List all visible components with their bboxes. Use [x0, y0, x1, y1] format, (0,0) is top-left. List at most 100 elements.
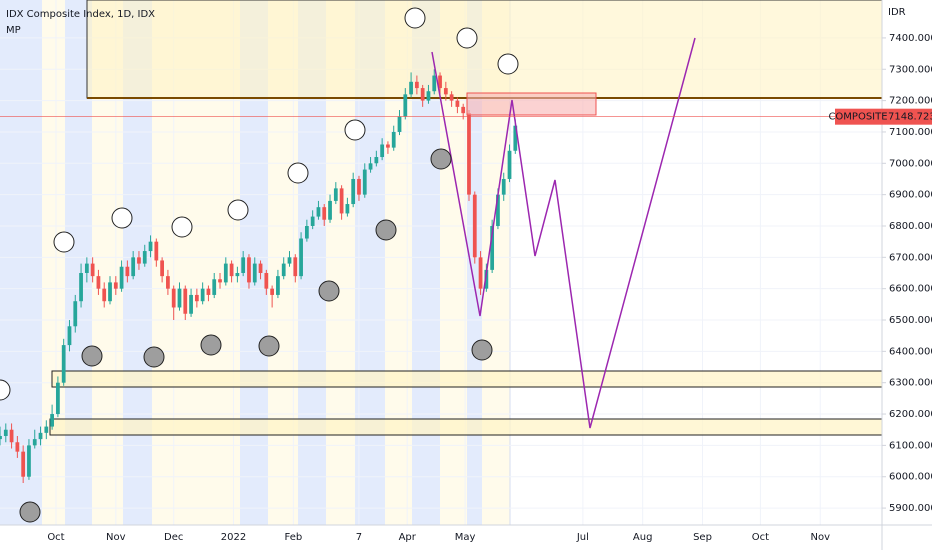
candle-body: [252, 263, 257, 283]
candle-body: [32, 439, 37, 446]
x-tick-label: Nov: [106, 532, 126, 543]
y-tick-label: 6200.0000: [889, 409, 932, 420]
y-tick-label: 6600.0000: [889, 284, 932, 295]
y-tick-label: 5900.0000: [889, 503, 932, 514]
marker: [53, 231, 75, 253]
candle-body: [0, 435, 2, 440]
candle-body: [443, 88, 448, 95]
zone-box: [49, 418, 883, 436]
candle-body: [142, 251, 147, 264]
candle-body: [200, 288, 205, 302]
marker: [471, 339, 493, 361]
candle-body: [235, 273, 240, 277]
candle-body: [397, 116, 402, 132]
candle-body: [351, 178, 356, 205]
candle-body: [270, 288, 275, 295]
candle-body: [229, 263, 234, 277]
zone-box: [86, 0, 883, 99]
candle-body: [293, 257, 298, 277]
candle-body: [513, 125, 518, 151]
candle-body: [247, 257, 251, 283]
candle-body: [281, 263, 286, 277]
candle-body: [113, 282, 118, 289]
candle-body: [310, 216, 315, 226]
candle-body: [461, 106, 466, 114]
supply-box: [466, 92, 597, 116]
y-tick-label: 6800.0000: [889, 221, 932, 232]
last-price-value: 7148.7230: [888, 112, 932, 123]
candle-body: [38, 432, 43, 440]
candle-body: [322, 207, 327, 220]
x-tick-label: Oct: [752, 532, 769, 543]
candle-body: [177, 288, 182, 308]
x-tick-label: Oct: [47, 532, 64, 543]
marker: [81, 345, 103, 367]
candle-body: [362, 169, 367, 195]
candle-body: [108, 282, 112, 302]
marker: [456, 27, 478, 49]
candle-body: [171, 288, 176, 308]
x-tick-label: 2022: [221, 532, 246, 543]
x-tick-label: 7: [356, 532, 362, 543]
candle-body: [426, 91, 431, 101]
candle-body: [218, 279, 222, 283]
candle-body: [206, 288, 211, 295]
x-tick-label: May: [455, 532, 476, 543]
y-tick-label: 7100.0000: [889, 127, 932, 138]
candle-body: [241, 257, 246, 273]
candle-body: [15, 442, 20, 452]
candle-body: [67, 326, 72, 346]
candle-body: [223, 263, 228, 283]
candle-body: [131, 257, 136, 277]
candle-body: [345, 204, 350, 214]
candle-body: [125, 266, 130, 277]
y-tick-label: 6900.0000: [889, 190, 932, 201]
candle-body: [189, 294, 193, 314]
candle-body: [3, 429, 8, 436]
marker: [318, 280, 340, 302]
candle-body: [478, 257, 483, 289]
marker: [404, 7, 426, 29]
last-price-badge: [835, 108, 932, 125]
candle-body: [449, 94, 454, 101]
candle-body: [472, 194, 477, 258]
candle-body: [27, 445, 31, 477]
candle-body: [194, 294, 199, 302]
y-tick-label: 7200.0000: [889, 96, 932, 107]
marker: [430, 148, 452, 170]
candle-body: [9, 429, 14, 443]
marker: [0, 379, 11, 401]
candle-body: [501, 178, 506, 195]
y-tick-label: 6000.0000: [889, 472, 932, 483]
axis-unit: IDR: [888, 7, 906, 18]
chart-title: IDX Composite Index, 1D, IDX: [6, 9, 155, 20]
candle-body: [50, 414, 54, 427]
marker: [143, 346, 165, 368]
candle-body: [368, 163, 373, 170]
candle-body: [212, 279, 217, 295]
candle-body: [386, 144, 390, 148]
candle-body: [166, 276, 170, 289]
candle-body: [403, 94, 408, 117]
y-tick-label: 6300.0000: [889, 378, 932, 389]
candle-body: [90, 263, 95, 277]
candle-body: [438, 75, 442, 89]
y-tick-label: 6500.0000: [889, 315, 932, 326]
candle-body: [316, 207, 321, 217]
candle-body: [79, 273, 83, 302]
last-price-name: COMPOSITE: [828, 112, 887, 123]
candle-body: [287, 257, 292, 264]
marker: [111, 207, 133, 229]
candle-body: [414, 81, 419, 89]
x-tick-label: Sep: [693, 532, 712, 543]
indicator-label: MP: [6, 25, 21, 36]
marker: [258, 335, 280, 357]
marker: [375, 219, 397, 241]
y-tick-label: 6400.0000: [889, 346, 932, 357]
candle-body: [137, 257, 141, 264]
candle-body: [148, 241, 153, 252]
candle-body: [484, 269, 489, 289]
y-tick-label: 7300.0000: [889, 64, 932, 75]
candle-body: [119, 266, 124, 289]
candle-body: [467, 113, 471, 195]
